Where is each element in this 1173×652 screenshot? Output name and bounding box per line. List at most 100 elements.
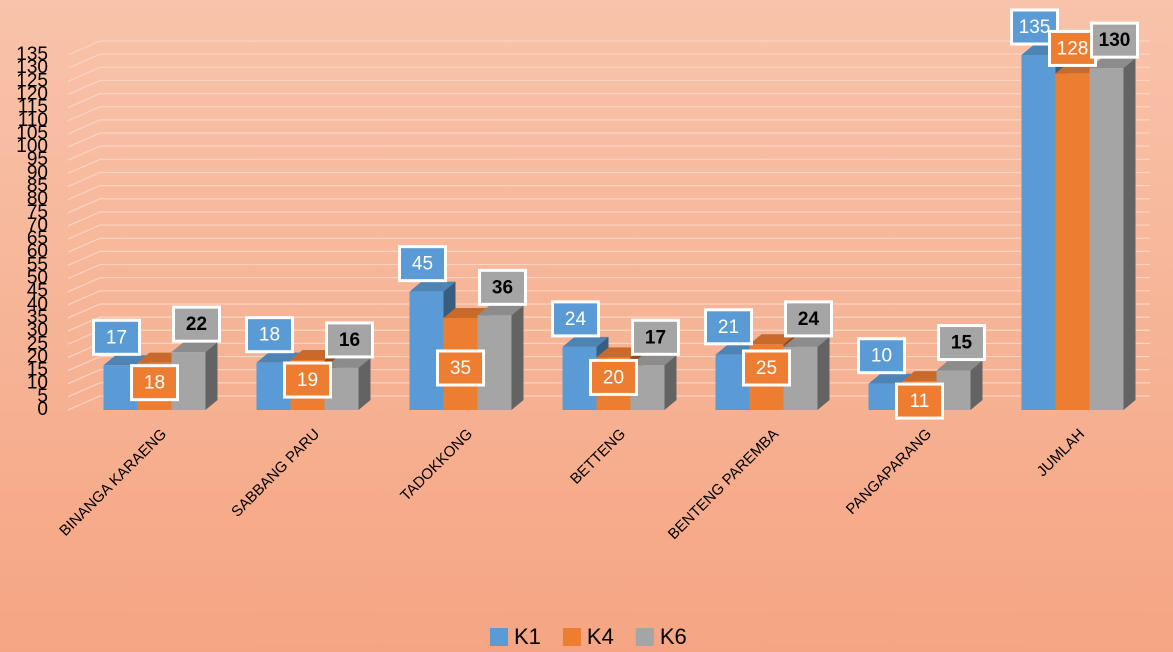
y-tick-label: 75	[27, 202, 48, 223]
y-tick-label: 0	[37, 399, 48, 420]
data-label-box	[784, 300, 833, 338]
data-label-box	[857, 337, 906, 375]
grid-line	[67, 237, 1150, 253]
grid-line	[67, 250, 1150, 266]
grid-line	[67, 92, 1150, 109]
y-tick-label: 15	[27, 360, 48, 381]
data-label: 24	[798, 309, 820, 330]
legend-label: K6	[660, 624, 687, 649]
bar-top	[783, 336, 830, 347]
data-label-box	[245, 316, 294, 354]
data-label-box	[398, 245, 447, 283]
y-tick-label: 30	[27, 320, 48, 341]
bar-side	[970, 360, 983, 410]
bar-side	[205, 342, 218, 410]
y-tick-label: 110	[18, 110, 48, 131]
bar	[1055, 73, 1090, 410]
grid-line	[67, 145, 1150, 161]
y-tick-label: 90	[27, 162, 48, 183]
legend-label: K1	[514, 624, 541, 649]
data-label-box	[631, 318, 680, 356]
data-label: 11	[910, 391, 930, 412]
y-tick-label: 60	[27, 241, 48, 262]
data-label: 135	[1019, 17, 1051, 38]
data-label-box	[551, 300, 600, 338]
grid-line	[67, 132, 1150, 148]
grid-line	[67, 171, 1150, 188]
bar-top	[171, 342, 218, 353]
data-label: 20	[603, 367, 624, 388]
data-label-box	[130, 364, 179, 402]
data-label-box	[742, 349, 791, 387]
y-tick-label: 105	[16, 123, 48, 144]
data-label: 17	[645, 327, 666, 348]
y-tick-label: 50	[27, 268, 48, 289]
grid-line	[67, 106, 1150, 122]
y-tick-label: 55	[27, 254, 48, 275]
data-label: 35	[450, 358, 471, 379]
legend-swatch	[490, 628, 508, 646]
grid-line	[67, 53, 1150, 69]
y-tick-label: 5	[37, 386, 48, 407]
y-tick-label: 115	[18, 97, 48, 118]
data-label-box	[92, 318, 141, 356]
legend-swatch	[562, 628, 581, 646]
data-label-box	[436, 349, 485, 387]
bar-side	[511, 305, 524, 410]
data-label: 128	[1057, 38, 1089, 59]
y-tick-label: 130	[16, 57, 48, 78]
y-tick-label: 25	[27, 333, 48, 354]
data-label-box	[325, 321, 374, 359]
grid-line	[67, 224, 1150, 240]
bar-top	[409, 281, 456, 292]
bar-top	[630, 355, 677, 366]
grid-line	[67, 290, 1150, 306]
data-label: 22	[186, 314, 207, 335]
grid-line	[67, 40, 1150, 56]
grid-line	[67, 211, 1150, 227]
y-tick-label: 80	[27, 189, 48, 210]
y-tick-label: 35	[27, 307, 48, 328]
y-tick-label: 85	[27, 175, 48, 196]
grid-line	[67, 79, 1150, 95]
y-tick-label: 65	[27, 228, 48, 249]
bar-top	[936, 360, 983, 371]
bar-top	[324, 357, 371, 368]
y-tick-label: 135	[16, 44, 48, 65]
data-label-box	[895, 382, 944, 420]
data-label: 24	[565, 309, 587, 330]
data-label-box	[172, 305, 221, 343]
y-tick-label: 20	[27, 346, 48, 367]
bar-top	[1089, 58, 1136, 69]
y-tick-label: 40	[27, 294, 48, 315]
data-label-box	[1048, 29, 1097, 67]
data-label: 130	[1099, 30, 1131, 51]
bar-top	[477, 305, 524, 316]
y-tick-label: 125	[16, 70, 48, 91]
data-label: 19	[297, 370, 318, 391]
data-label: 21	[718, 317, 739, 338]
data-label-box	[478, 268, 527, 306]
data-label-box	[589, 358, 638, 396]
legend-label: K4	[587, 624, 614, 649]
data-label-box	[1090, 21, 1139, 59]
data-label: 18	[144, 373, 165, 394]
y-tick-label: 100	[16, 136, 48, 157]
y-tick-label: 10	[27, 373, 48, 394]
data-label: 25	[756, 358, 777, 379]
bar-side	[664, 355, 677, 410]
data-label: 18	[259, 325, 280, 346]
data-label: 45	[412, 254, 433, 275]
y-tick-label: 120	[16, 83, 48, 104]
bar-side	[817, 336, 830, 410]
bar-top	[562, 336, 609, 347]
bar-side	[1123, 58, 1136, 411]
data-label: 10	[871, 346, 892, 367]
data-label-box	[937, 324, 986, 362]
y-tick-label: 95	[27, 149, 48, 170]
bar	[1089, 68, 1124, 411]
y-tick-label: 70	[27, 215, 48, 236]
legend-swatch	[635, 628, 654, 646]
y-tick-label: 45	[27, 281, 48, 302]
